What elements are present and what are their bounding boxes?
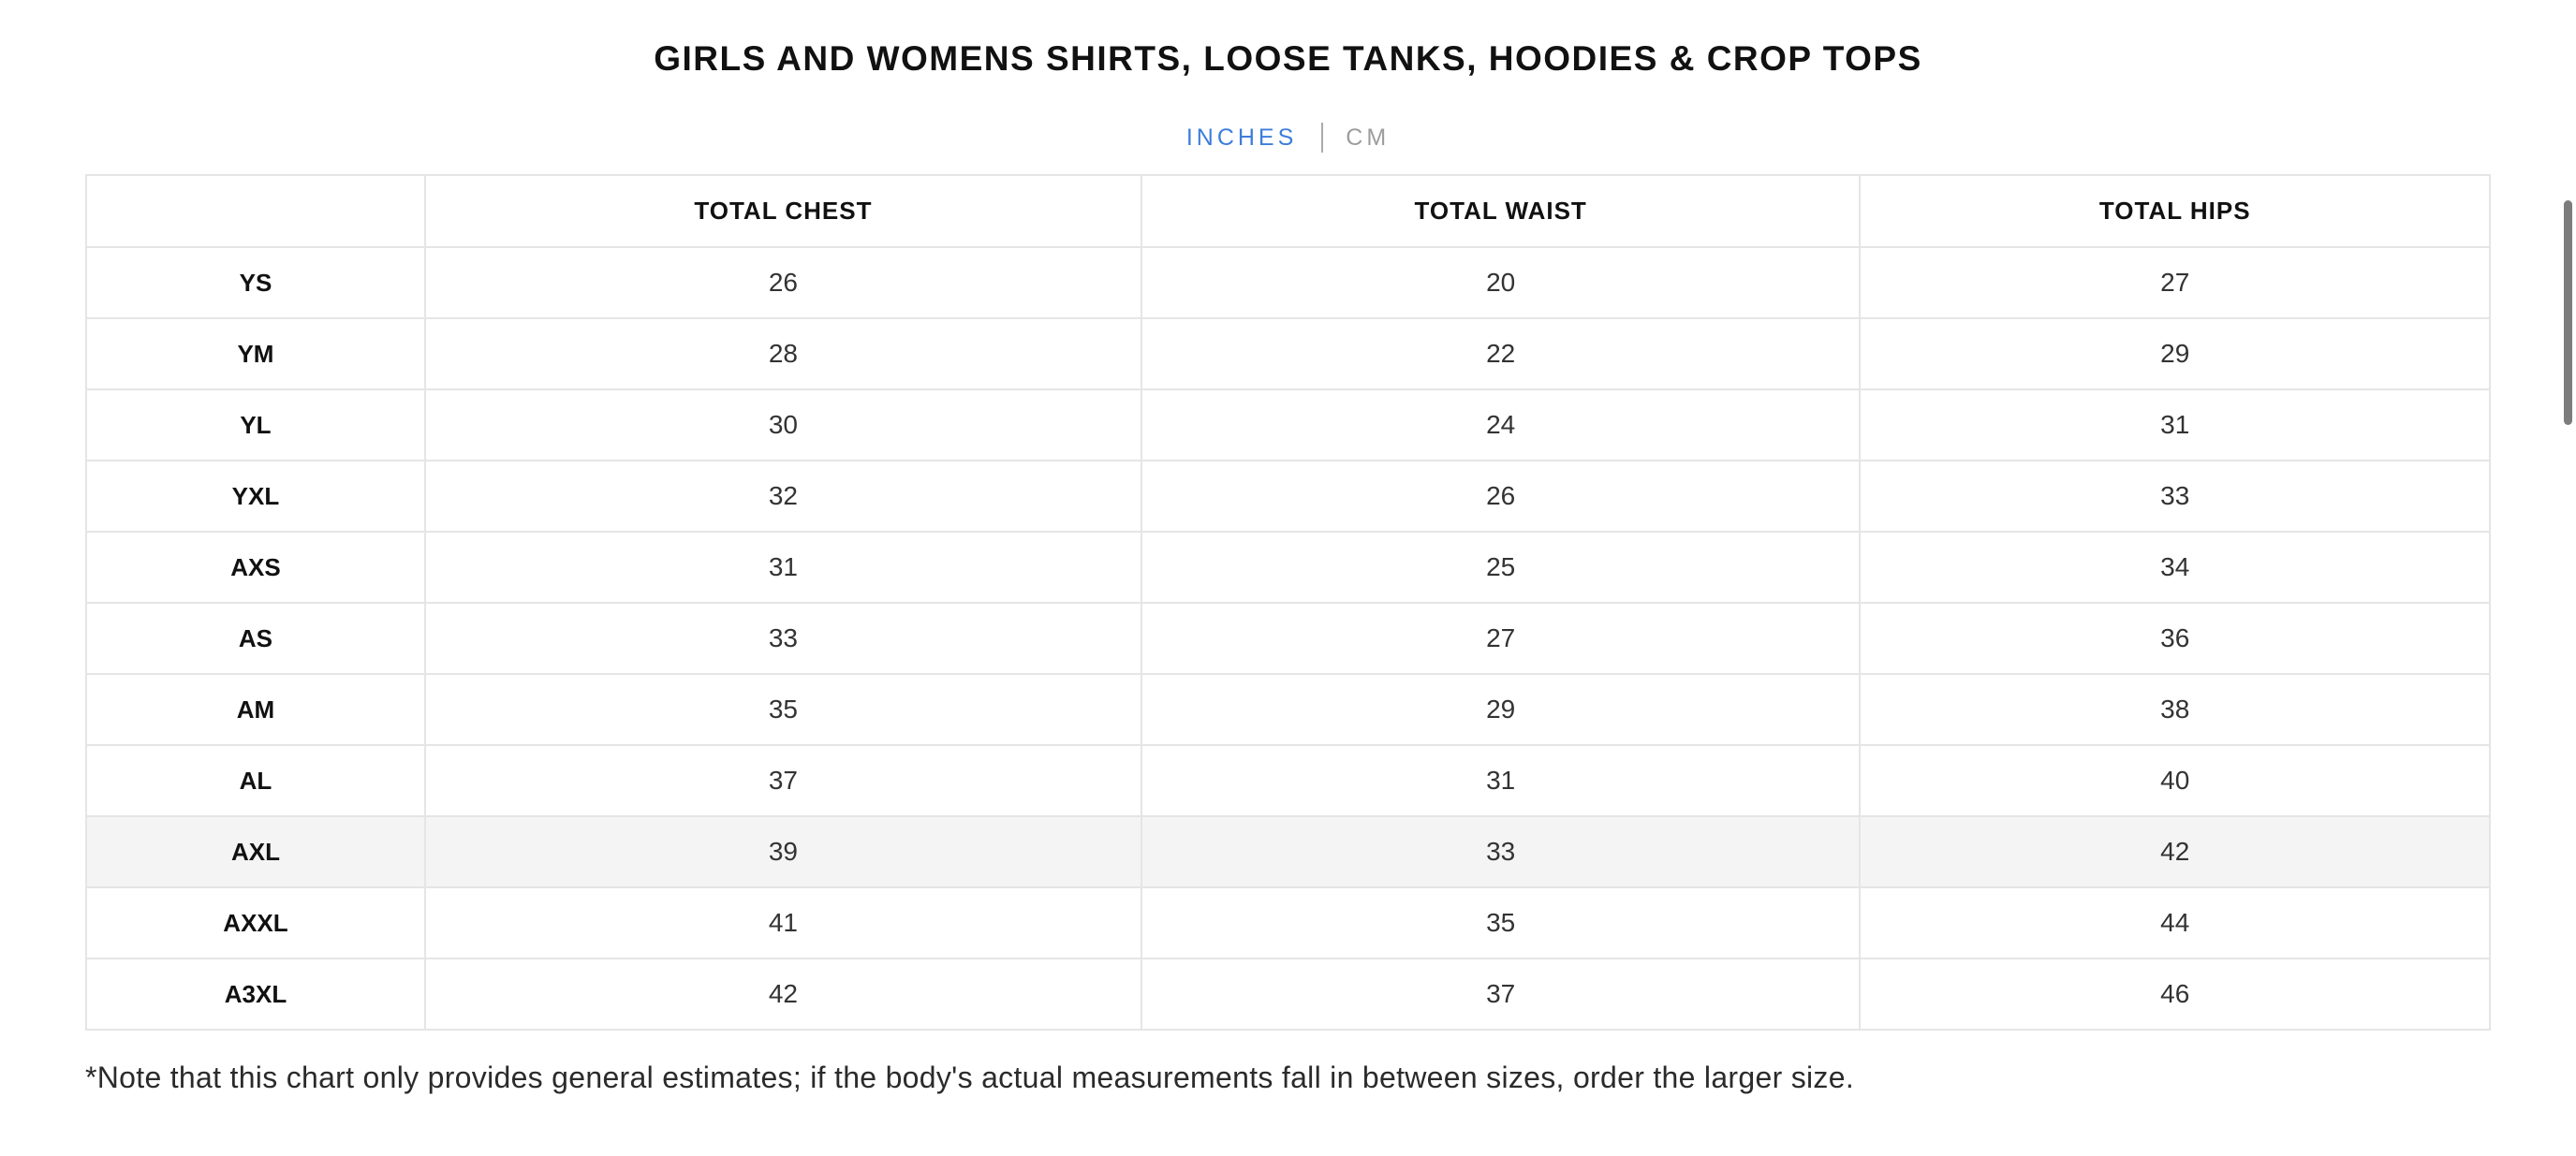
hips-value: 29 — [1859, 317, 2491, 390]
waist-value: 26 — [1140, 460, 1862, 533]
waist-value: 20 — [1140, 246, 1862, 319]
waist-value: 37 — [1140, 958, 1862, 1031]
waist-value: 35 — [1140, 886, 1862, 959]
table-row: AL 37 31 40 — [85, 744, 2491, 817]
waist-value: 33 — [1140, 815, 1862, 888]
hips-value: 42 — [1859, 815, 2491, 888]
size-label: AXL — [85, 815, 426, 888]
size-label: YL — [85, 388, 426, 461]
table-row: AXXL 41 35 44 — [85, 886, 2491, 959]
size-label: AXXL — [85, 886, 426, 959]
column-header-total-chest: TOTAL CHEST — [423, 174, 1142, 248]
corner-header-cell — [85, 174, 426, 248]
column-header-total-waist: TOTAL WAIST — [1140, 174, 1862, 248]
table-header-row: TOTAL CHEST TOTAL WAIST TOTAL HIPS — [85, 174, 2491, 248]
size-label: YM — [85, 317, 426, 390]
table-row: YM 28 22 29 — [85, 317, 2491, 390]
unit-toggle-inches[interactable]: INCHES — [1185, 124, 1298, 151]
waist-value: 27 — [1140, 602, 1862, 675]
table-row: A3XL 42 37 46 — [85, 958, 2491, 1031]
scrollbar-thumb[interactable] — [2564, 200, 2572, 425]
table-row: AS 33 27 36 — [85, 602, 2491, 675]
chest-value: 26 — [423, 246, 1142, 319]
waist-value: 22 — [1140, 317, 1862, 390]
column-header-total-hips: TOTAL HIPS — [1859, 174, 2491, 248]
size-chart-table: TOTAL CHEST TOTAL WAIST TOTAL HIPS YS 26… — [85, 174, 2491, 1031]
table-row: YL 30 24 31 — [85, 388, 2491, 461]
size-label: YXL — [85, 460, 426, 533]
size-label: AM — [85, 673, 426, 746]
chest-value: 32 — [423, 460, 1142, 533]
chest-value: 30 — [423, 388, 1142, 461]
chest-value: 33 — [423, 602, 1142, 675]
chest-value: 31 — [423, 531, 1142, 604]
table-row: AXS 31 25 34 — [85, 531, 2491, 604]
chest-value: 39 — [423, 815, 1142, 888]
note-text: *Note that this chart only provides gene… — [85, 1061, 1855, 1094]
table-row: AM 35 29 38 — [85, 673, 2491, 746]
scrollbar-track[interactable] — [2561, 39, 2576, 1156]
hips-value: 34 — [1859, 531, 2491, 604]
waist-value: 25 — [1140, 531, 1862, 604]
hips-value: 27 — [1859, 246, 2491, 319]
table-row: YS 26 20 27 — [85, 246, 2491, 319]
hips-value: 44 — [1859, 886, 2491, 959]
waist-value: 31 — [1140, 744, 1862, 817]
chest-value: 37 — [423, 744, 1142, 817]
unit-separator — [1321, 123, 1324, 153]
chest-value: 35 — [423, 673, 1142, 746]
chest-value: 41 — [423, 886, 1142, 959]
size-label: AXS — [85, 531, 426, 604]
chest-value: 42 — [423, 958, 1142, 1031]
waist-value: 24 — [1140, 388, 1862, 461]
waist-value: 29 — [1140, 673, 1862, 746]
hips-value: 31 — [1859, 388, 2491, 461]
page-title: GIRLS AND WOMENS SHIRTS, LOOSE TANKS, HO… — [654, 39, 1922, 78]
size-guide-page: GIRLS AND WOMENS SHIRTS, LOOSE TANKS, HO… — [0, 39, 2576, 1156]
table-row: YXL 32 26 33 — [85, 460, 2491, 533]
chest-value: 28 — [423, 317, 1142, 390]
hips-value: 33 — [1859, 460, 2491, 533]
size-label: A3XL — [85, 958, 426, 1031]
hips-value: 36 — [1859, 602, 2491, 675]
hips-value: 46 — [1859, 958, 2491, 1031]
size-label: YS — [85, 246, 426, 319]
size-label: AL — [85, 744, 426, 817]
size-label: AS — [85, 602, 426, 675]
hips-value: 38 — [1859, 673, 2491, 746]
table-row: AXL 39 33 42 — [85, 815, 2491, 888]
unit-toggle-cm[interactable]: CM — [1346, 124, 1391, 151]
unit-toggle: INCHES CM — [0, 122, 2576, 154]
hips-value: 40 — [1859, 744, 2491, 817]
